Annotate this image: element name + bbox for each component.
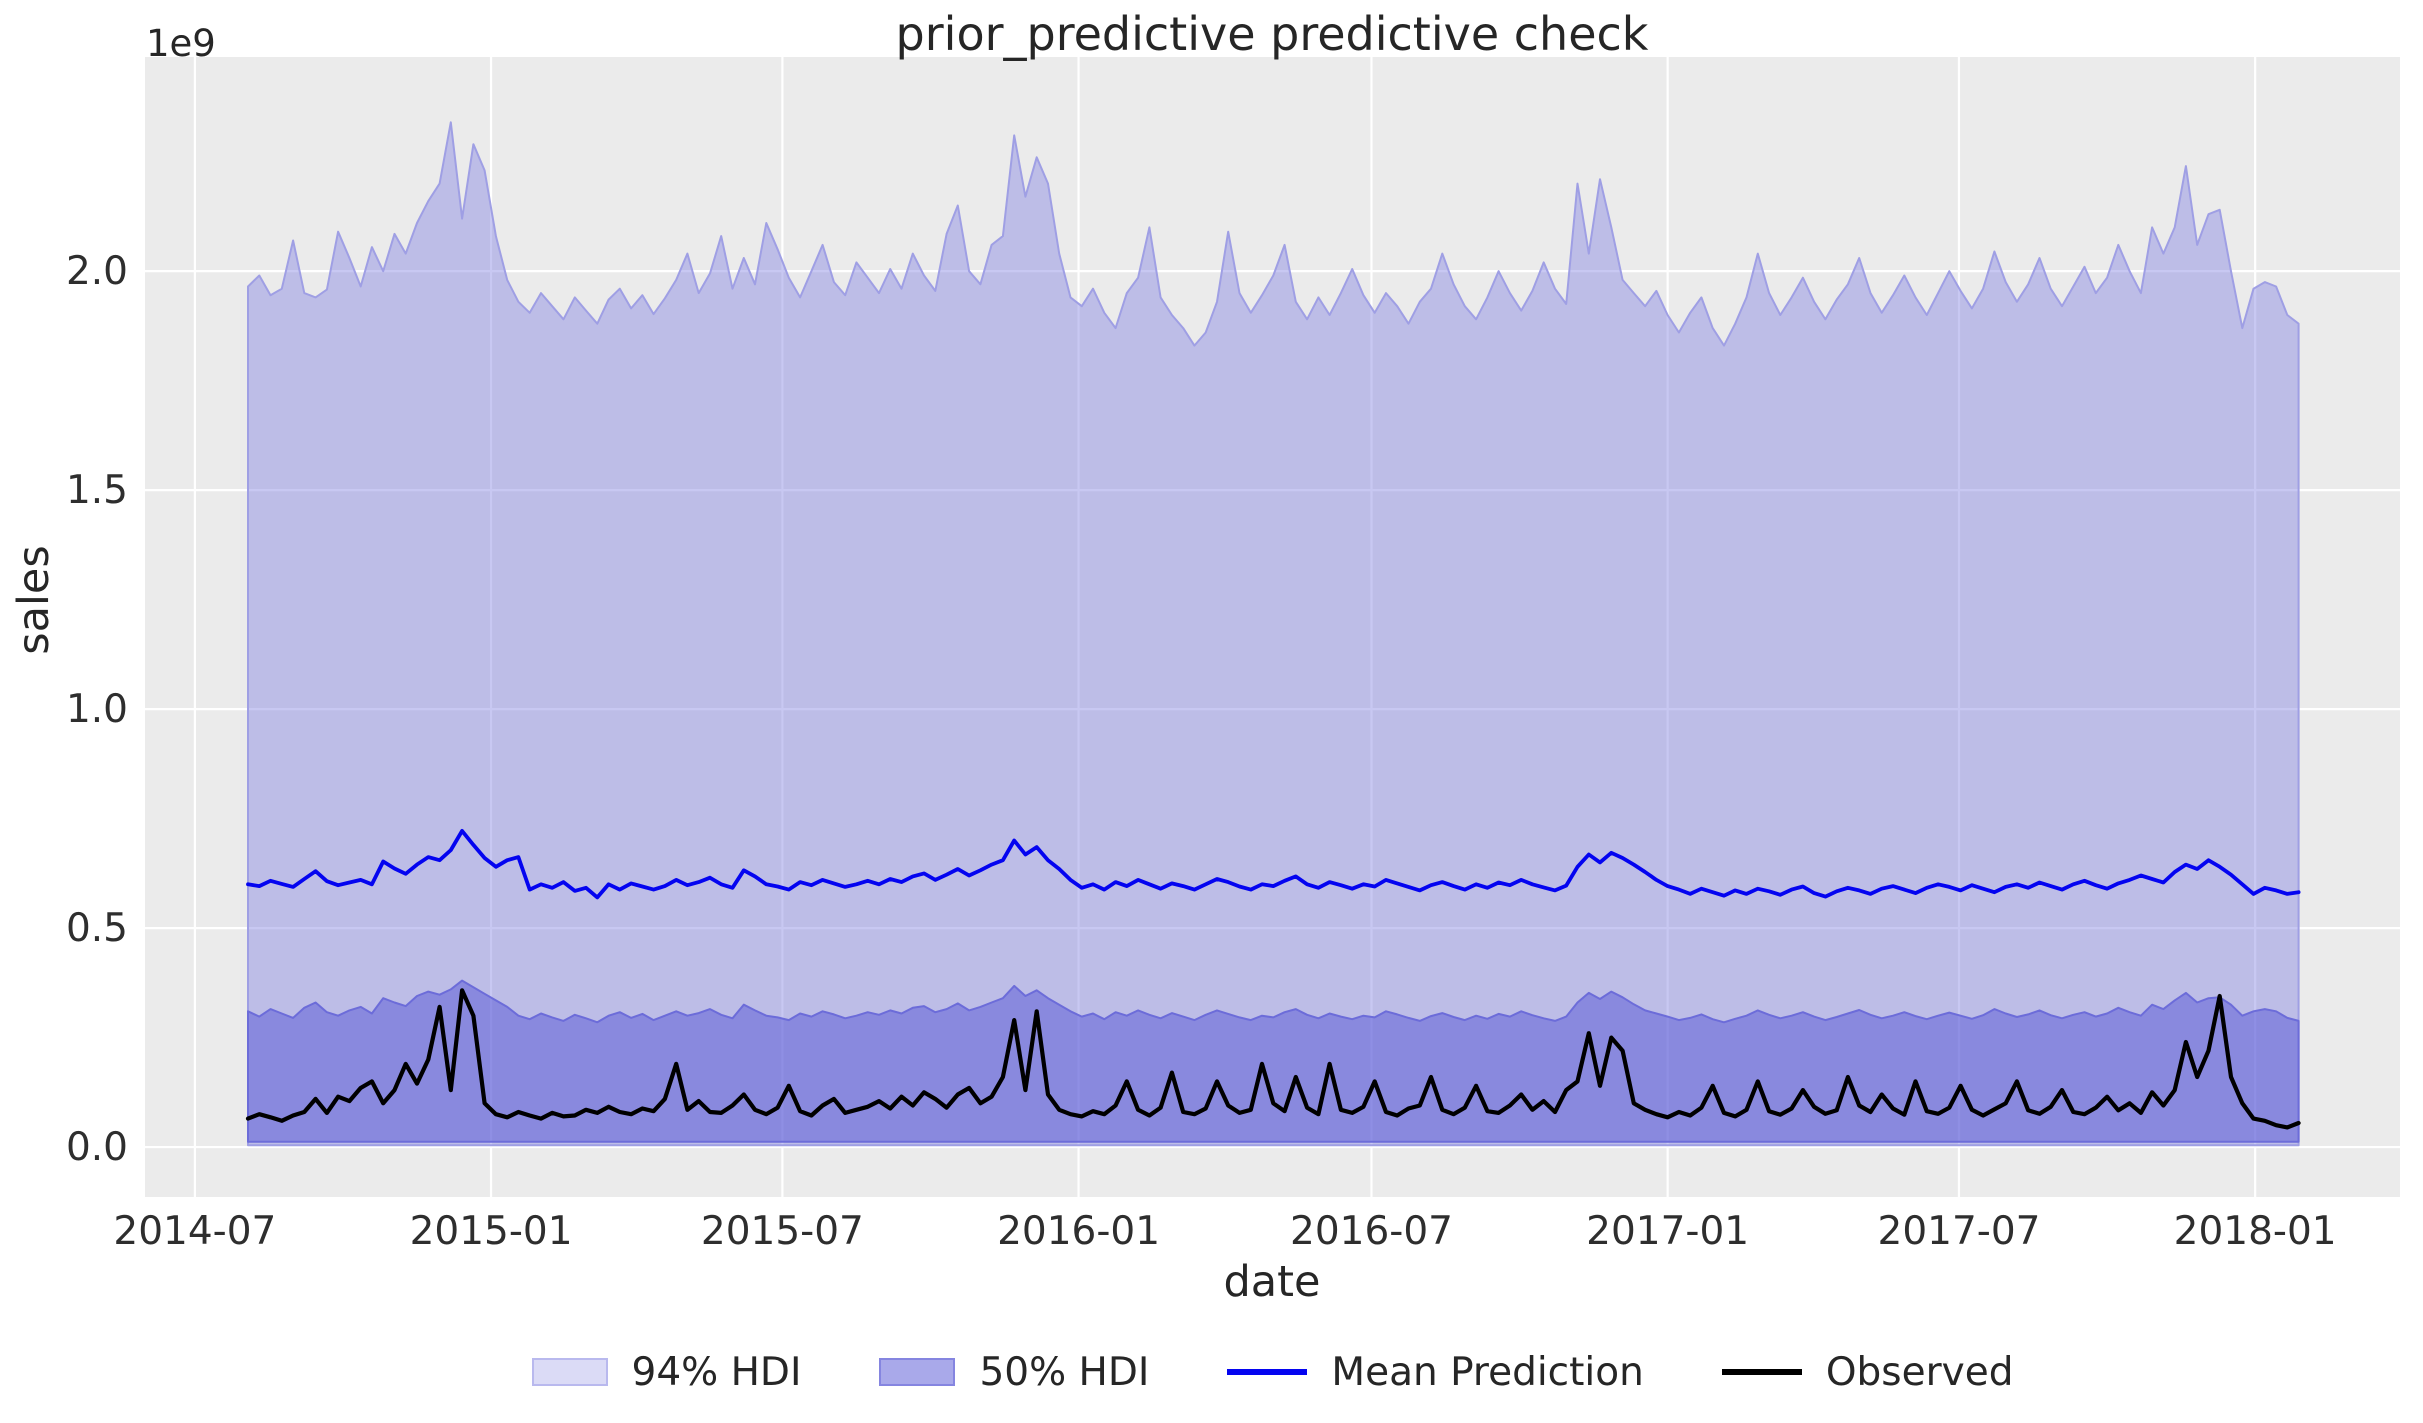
- mean-prediction-line: [246, 829, 2301, 900]
- legend: 94% HDI 50% HDI Mean Prediction Observed: [145, 1340, 2400, 1404]
- x-axis-label: date: [1224, 1257, 1321, 1307]
- legend-label-mean-prediction: Mean Prediction: [1331, 1349, 1644, 1395]
- legend-item-mean-prediction: Mean Prediction: [1227, 1349, 1644, 1395]
- axes-background: [145, 57, 2400, 1197]
- y-tick-label: 0.0: [66, 1125, 128, 1170]
- y-tick-label: 2.0: [66, 249, 128, 294]
- y-axis-offset-label: 1e9: [146, 22, 216, 65]
- legend-item-observed: Observed: [1721, 1349, 2014, 1395]
- tick-labels: 0.0 0.5 1.0 1.5 2.0 2014-07 2015-01 2015-07 2016…: [66, 249, 2337, 1254]
- x-tick-label: 2014-07: [113, 1209, 276, 1254]
- x-tick-label: 2018-01: [2174, 1209, 2337, 1254]
- chart-title: prior_predictive predictive check: [896, 7, 1649, 61]
- x-tick-label: 2017-07: [1878, 1209, 2041, 1254]
- legend-item-50-hdi: 50% HDI: [879, 1350, 1149, 1395]
- x-tick-label: 2016-07: [1290, 1209, 1453, 1254]
- legend-label-observed: Observed: [1825, 1349, 2014, 1395]
- hdi-50-swatch-icon: [879, 1358, 956, 1386]
- x-tick-label: 2015-01: [410, 1209, 573, 1254]
- band-94-hdi: [247, 121, 2300, 1147]
- hdi-94-swatch-icon: [531, 1358, 608, 1386]
- legend-label-94-hdi: 94% HDI: [631, 1349, 802, 1395]
- legend-label-50-hdi: 50% HDI: [979, 1349, 1150, 1395]
- observed-line: [245, 988, 2301, 1130]
- band-50-hdi: [247, 979, 2300, 1143]
- x-tick-label: 2015-07: [701, 1209, 864, 1254]
- legend-item-94-hdi: 94% HDI: [531, 1349, 802, 1395]
- y-tick-label: 0.5: [66, 906, 128, 951]
- y-tick-label: 1.0: [66, 687, 128, 732]
- x-tick-label: 2017-01: [1586, 1209, 1749, 1254]
- mean-prediction-line-icon: [1227, 1369, 1308, 1375]
- x-tick-label: 2016-01: [997, 1209, 1160, 1254]
- y-axis-label: sales: [9, 545, 59, 655]
- observed-line-icon: [1721, 1369, 1802, 1375]
- gridlines: [145, 57, 2400, 1197]
- y-tick-label: 1.5: [66, 468, 128, 513]
